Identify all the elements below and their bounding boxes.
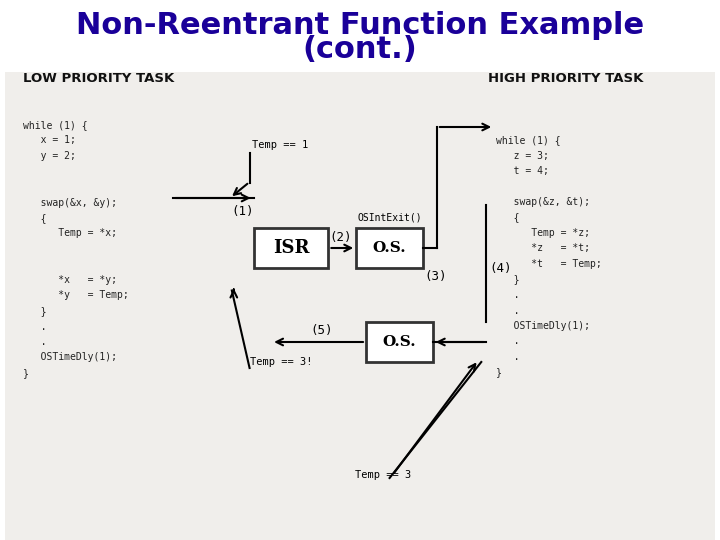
- Text: while (1) {: while (1) {: [23, 120, 87, 130]
- Text: (cont.): (cont.): [302, 36, 418, 64]
- Text: z = 3;: z = 3;: [496, 151, 549, 160]
- Text: (4): (4): [489, 262, 512, 275]
- Text: Temp == 3!: Temp == 3!: [250, 357, 312, 367]
- Text: .: .: [496, 306, 520, 315]
- Text: }: }: [23, 306, 46, 316]
- Text: Temp == 3: Temp == 3: [355, 470, 411, 480]
- Text: .: .: [23, 337, 46, 347]
- Text: Temp = *z;: Temp = *z;: [496, 228, 590, 238]
- Text: *y   = Temp;: *y = Temp;: [23, 291, 129, 300]
- Text: (5): (5): [311, 324, 333, 337]
- Text: .: .: [496, 352, 520, 362]
- Text: ISR: ISR: [273, 239, 309, 257]
- Text: *t   = Temp;: *t = Temp;: [496, 259, 602, 269]
- FancyBboxPatch shape: [5, 72, 715, 540]
- FancyBboxPatch shape: [253, 228, 328, 268]
- Text: Temp = *x;: Temp = *x;: [23, 228, 117, 239]
- Text: (1): (1): [232, 205, 254, 218]
- Text: O.S.: O.S.: [382, 335, 416, 349]
- Text: {: {: [23, 213, 46, 223]
- Text: swap(&z, &t);: swap(&z, &t);: [496, 197, 590, 207]
- Text: Non-Reentrant Function Example: Non-Reentrant Function Example: [76, 10, 644, 39]
- Text: }: }: [23, 368, 29, 378]
- Text: Temp == 1: Temp == 1: [251, 140, 307, 150]
- Text: LOW PRIORITY TASK: LOW PRIORITY TASK: [23, 71, 174, 84]
- FancyBboxPatch shape: [356, 228, 423, 268]
- Text: {: {: [496, 213, 520, 222]
- Text: .: .: [496, 290, 520, 300]
- Text: }: }: [496, 368, 502, 377]
- Text: OSIntExit(): OSIntExit(): [357, 212, 422, 222]
- Text: x = 1;: x = 1;: [23, 136, 76, 145]
- Text: O.S.: O.S.: [373, 241, 406, 255]
- Text: .: .: [23, 321, 46, 332]
- Text: y = 2;: y = 2;: [23, 151, 76, 161]
- Text: (2): (2): [330, 231, 352, 244]
- Text: *x   = *y;: *x = *y;: [23, 275, 117, 285]
- Text: }: }: [496, 274, 520, 285]
- Text: OSTimeDly(1);: OSTimeDly(1);: [23, 353, 117, 362]
- Text: (3): (3): [424, 270, 446, 283]
- Text: *z   = *t;: *z = *t;: [496, 244, 590, 253]
- Text: OSTimeDly(1);: OSTimeDly(1);: [496, 321, 590, 331]
- FancyBboxPatch shape: [366, 322, 433, 362]
- Text: swap(&x, &y);: swap(&x, &y);: [23, 198, 117, 207]
- Text: while (1) {: while (1) {: [496, 135, 561, 145]
- Text: t = 4;: t = 4;: [496, 166, 549, 176]
- Text: HIGH PRIORITY TASK: HIGH PRIORITY TASK: [488, 71, 644, 84]
- Text: .: .: [496, 336, 520, 347]
